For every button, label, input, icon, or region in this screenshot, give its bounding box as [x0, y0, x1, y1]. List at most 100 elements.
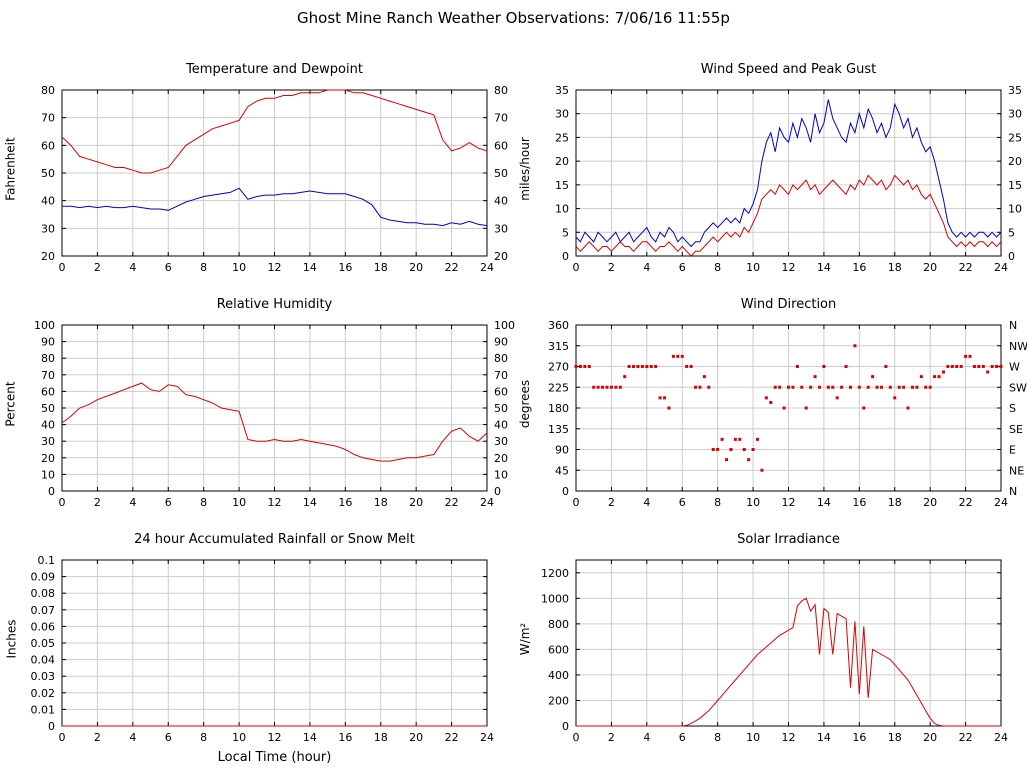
svg-text:30: 30: [494, 435, 508, 448]
svg-text:2: 2: [94, 261, 101, 274]
svg-text:70: 70: [494, 369, 508, 382]
svg-text:50: 50: [41, 402, 55, 415]
svg-text:24: 24: [994, 731, 1008, 744]
svg-text:15: 15: [555, 179, 569, 192]
svg-text:0: 0: [59, 496, 66, 509]
svg-text:NE: NE: [1009, 464, 1024, 477]
svg-text:8: 8: [200, 261, 207, 274]
svg-text:8: 8: [714, 261, 721, 274]
chart-title: Wind Speed and Peak Gust: [700, 62, 877, 77]
svg-text:800: 800: [548, 618, 569, 631]
svg-text:18: 18: [888, 496, 902, 509]
svg-text:16: 16: [338, 261, 352, 274]
svg-text:6: 6: [165, 261, 172, 274]
svg-text:14: 14: [817, 496, 831, 509]
page-title: Ghost Mine Ranch Weather Observations: 7…: [297, 9, 730, 27]
svg-text:0.06: 0.06: [31, 620, 56, 633]
svg-text:4: 4: [129, 261, 136, 274]
svg-text:60: 60: [494, 385, 508, 398]
svg-text:22: 22: [445, 261, 459, 274]
svg-text:20: 20: [41, 250, 55, 263]
svg-text:35: 35: [1008, 84, 1022, 97]
svg-text:4: 4: [129, 731, 136, 744]
svg-text:4: 4: [643, 731, 650, 744]
svg-text:0: 0: [48, 720, 55, 733]
svg-text:20: 20: [41, 452, 55, 465]
svg-text:600: 600: [548, 643, 569, 656]
svg-text:4: 4: [643, 261, 650, 274]
svg-text:50: 50: [41, 167, 55, 180]
svg-text:24: 24: [480, 731, 494, 744]
svg-text:2: 2: [608, 261, 615, 274]
svg-text:N: N: [1009, 485, 1017, 498]
chart-title: 24 hour Accumulated Rainfall or Snow Mel…: [134, 532, 415, 547]
svg-text:80: 80: [41, 84, 55, 97]
svg-text:5: 5: [562, 226, 569, 239]
svg-text:20: 20: [923, 261, 937, 274]
svg-text:14: 14: [303, 261, 317, 274]
svg-text:6: 6: [679, 496, 686, 509]
svg-text:20: 20: [409, 731, 423, 744]
chart-wind-direction: Wind Direction degrees 0 N 45 NE 90 E 135 SE 180…: [514, 293, 1027, 528]
svg-text:6: 6: [679, 731, 686, 744]
svg-text:6: 6: [679, 261, 686, 274]
svg-text:0: 0: [573, 261, 580, 274]
svg-text:8: 8: [200, 731, 207, 744]
svg-text:14: 14: [817, 731, 831, 744]
svg-text:25: 25: [1008, 131, 1022, 144]
svg-text:2: 2: [94, 496, 101, 509]
svg-text:N: N: [1009, 319, 1017, 332]
svg-text:0.08: 0.08: [31, 587, 56, 600]
svg-text:22: 22: [959, 731, 973, 744]
svg-text:10: 10: [746, 731, 760, 744]
svg-text:60: 60: [494, 139, 508, 152]
svg-text:70: 70: [494, 112, 508, 125]
svg-text:10: 10: [232, 261, 246, 274]
svg-text:0: 0: [1008, 250, 1015, 263]
svg-text:2: 2: [608, 496, 615, 509]
svg-text:70: 70: [41, 112, 55, 125]
svg-text:20: 20: [1008, 155, 1022, 168]
x-axis-label: Local Time (hour): [217, 750, 332, 765]
svg-text:30: 30: [41, 435, 55, 448]
svg-text:4: 4: [129, 496, 136, 509]
svg-text:40: 40: [494, 419, 508, 432]
svg-text:0: 0: [494, 485, 501, 498]
svg-text:SW: SW: [1009, 381, 1027, 394]
svg-text:360: 360: [548, 319, 569, 332]
svg-text:20: 20: [923, 731, 937, 744]
svg-text:0.07: 0.07: [31, 604, 56, 617]
svg-text:20: 20: [409, 496, 423, 509]
svg-text:20: 20: [409, 261, 423, 274]
svg-text:10: 10: [746, 261, 760, 274]
svg-text:12: 12: [268, 731, 282, 744]
svg-text:0.1: 0.1: [38, 554, 56, 567]
svg-text:0: 0: [562, 485, 569, 498]
svg-text:16: 16: [852, 261, 866, 274]
svg-text:8: 8: [200, 496, 207, 509]
svg-text:15: 15: [1008, 179, 1022, 192]
svg-text:24: 24: [480, 261, 494, 274]
svg-text:16: 16: [338, 496, 352, 509]
svg-text:20: 20: [923, 496, 937, 509]
svg-text:10: 10: [232, 731, 246, 744]
svg-text:12: 12: [268, 261, 282, 274]
svg-text:14: 14: [303, 731, 317, 744]
svg-text:0: 0: [562, 250, 569, 263]
svg-text:30: 30: [41, 222, 55, 235]
svg-text:E: E: [1009, 444, 1016, 457]
svg-text:30: 30: [1008, 108, 1022, 121]
svg-text:80: 80: [494, 84, 508, 97]
svg-text:16: 16: [338, 731, 352, 744]
svg-text:8: 8: [714, 731, 721, 744]
svg-text:W: W: [1009, 361, 1020, 374]
svg-text:60: 60: [41, 385, 55, 398]
svg-text:70: 70: [41, 369, 55, 382]
svg-text:90: 90: [555, 444, 569, 457]
svg-text:270: 270: [548, 361, 569, 374]
svg-text:0.02: 0.02: [31, 687, 56, 700]
svg-text:90: 90: [494, 336, 508, 349]
